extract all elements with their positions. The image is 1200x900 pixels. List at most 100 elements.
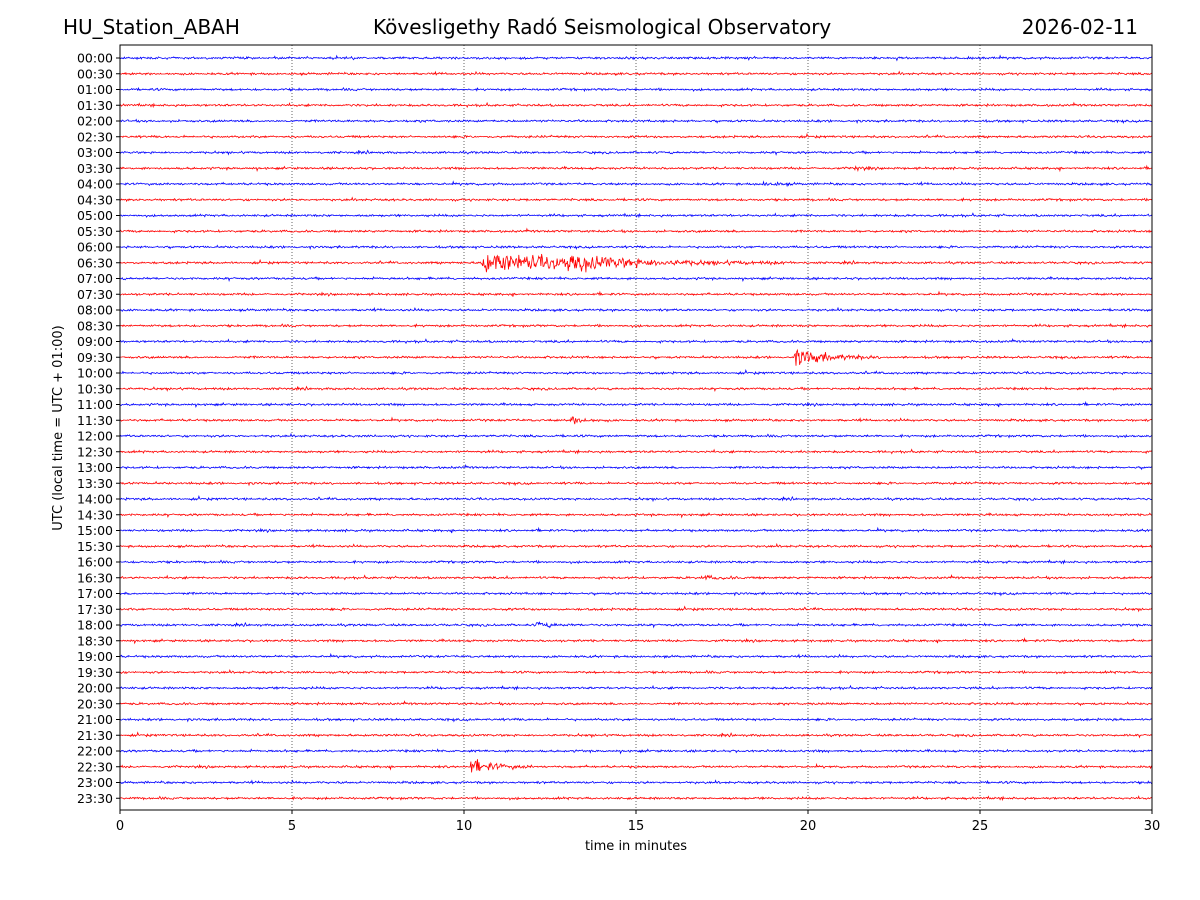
y-tick-label: 06:30 xyxy=(77,255,113,270)
trace-1200 xyxy=(119,432,1153,439)
y-tick-label: 00:30 xyxy=(77,66,113,81)
trace-0930 xyxy=(120,348,1153,366)
trace-1800 xyxy=(119,621,1153,629)
y-tick-label: 23:30 xyxy=(77,791,113,806)
trace-0000 xyxy=(120,54,1153,62)
trace-1630 xyxy=(119,574,1153,581)
y-tick-label: 21:00 xyxy=(77,712,113,727)
trace-2300 xyxy=(119,779,1153,785)
y-tick-label: 18:30 xyxy=(77,633,113,648)
traces xyxy=(119,54,1153,802)
grid-lines xyxy=(291,45,981,810)
y-tick-label: 10:30 xyxy=(77,381,113,396)
trace-2130 xyxy=(119,731,1153,739)
y-axis-label: UTC (local time = UTC + 01:00) xyxy=(51,325,66,530)
y-tick-label: 15:00 xyxy=(77,523,113,538)
trace-1830 xyxy=(119,637,1153,645)
trace-0700 xyxy=(119,275,1153,283)
trace-1900 xyxy=(119,652,1152,659)
trace-0600 xyxy=(119,244,1153,251)
y-tick-label: 03:30 xyxy=(77,161,113,176)
y-tick-label: 11:30 xyxy=(77,413,113,428)
trace-1230 xyxy=(119,448,1153,455)
trace-0130 xyxy=(119,101,1153,109)
trace-1930 xyxy=(119,669,1153,675)
x-tick-label: 25 xyxy=(972,819,989,834)
y-tick-label: 05:00 xyxy=(77,208,113,223)
y-tick-label: 19:00 xyxy=(77,649,113,664)
y-tick-label: 10:00 xyxy=(77,366,113,381)
x-tick-label: 0 xyxy=(116,819,124,834)
y-tick-label: 04:30 xyxy=(77,192,113,207)
trace-0400 xyxy=(119,180,1153,188)
y-tick-label: 22:30 xyxy=(77,759,113,774)
trace-1330 xyxy=(119,480,1153,487)
x-axis: 0 5 10 15 20 25 30 xyxy=(116,810,1160,834)
y-tick-label: 12:00 xyxy=(77,429,113,444)
trace-1100 xyxy=(119,400,1153,409)
y-tick-label: 09:30 xyxy=(77,350,113,365)
trace-1600 xyxy=(119,559,1153,565)
y-tick-label: 14:00 xyxy=(77,492,113,507)
y-tick-label: 02:00 xyxy=(77,114,113,129)
y-tick-label: 12:30 xyxy=(77,444,113,459)
trace-0830 xyxy=(119,322,1153,329)
y-tick-label: 17:30 xyxy=(77,602,113,617)
y-tick-label: 09:00 xyxy=(77,334,113,349)
x-axis-label: time in minutes xyxy=(585,839,687,854)
y-tick-label: 20:30 xyxy=(77,696,113,711)
station-name: HU_Station_ABAH xyxy=(63,15,240,39)
trace-2330 xyxy=(119,795,1153,802)
y-tick-label: 06:00 xyxy=(77,240,113,255)
y-tick-label: 03:00 xyxy=(77,145,113,160)
trace-2100 xyxy=(119,717,1153,723)
y-tick-label: 01:30 xyxy=(77,98,113,113)
trace-0230 xyxy=(119,132,1153,139)
y-tick-label: 22:00 xyxy=(77,744,113,759)
y-tick-label: 23:00 xyxy=(77,775,113,790)
y-tick-label: 07:00 xyxy=(77,271,113,286)
trace-1430 xyxy=(119,512,1153,519)
y-tick-label: 21:30 xyxy=(77,728,113,743)
y-tick-label: 13:30 xyxy=(77,476,113,491)
y-tick-label: 00:00 xyxy=(77,51,113,66)
trace-1530 xyxy=(119,542,1153,549)
trace-1730 xyxy=(119,605,1153,613)
page-title: Kövesligethy Radó Seismological Observat… xyxy=(373,15,832,39)
trace-1700 xyxy=(119,591,1153,597)
trace-0200 xyxy=(119,118,1153,124)
trace-0730 xyxy=(119,290,1153,297)
x-tick-label: 5 xyxy=(288,819,296,834)
y-axis: 00:0000:3001:0001:3002:0002:3003:0003:30… xyxy=(77,51,120,806)
y-tick-label: 13:00 xyxy=(77,460,113,475)
y-tick-label: 19:30 xyxy=(77,665,113,680)
trace-0630 xyxy=(119,253,1153,273)
y-tick-label: 04:00 xyxy=(77,177,113,192)
y-tick-label: 18:00 xyxy=(77,618,113,633)
x-tick-label: 20 xyxy=(800,819,817,834)
x-tick-label: 30 xyxy=(1144,819,1161,834)
trace-1400 xyxy=(119,495,1153,503)
y-tick-label: 02:30 xyxy=(77,129,113,144)
y-tick-label: 16:30 xyxy=(77,570,113,585)
trace-2200 xyxy=(119,748,1153,755)
trace-1500 xyxy=(119,526,1153,534)
trace-0430 xyxy=(119,196,1153,203)
trace-1030 xyxy=(119,385,1153,393)
y-tick-label: 20:00 xyxy=(77,681,113,696)
y-tick-label: 15:30 xyxy=(77,539,113,554)
y-tick-label: 01:00 xyxy=(77,82,113,97)
trace-0500 xyxy=(119,212,1153,219)
trace-0530 xyxy=(119,227,1153,234)
trace-2000 xyxy=(119,684,1153,691)
trace-0900 xyxy=(119,337,1153,345)
trace-0800 xyxy=(119,306,1153,313)
trace-1000 xyxy=(119,369,1153,376)
date-label: 2026-02-11 xyxy=(1021,15,1138,39)
trace-2230 xyxy=(119,759,1153,773)
x-tick-label: 15 xyxy=(628,819,645,834)
trace-0030 xyxy=(119,70,1153,77)
y-tick-label: 14:30 xyxy=(77,507,113,522)
trace-2030 xyxy=(119,700,1153,707)
